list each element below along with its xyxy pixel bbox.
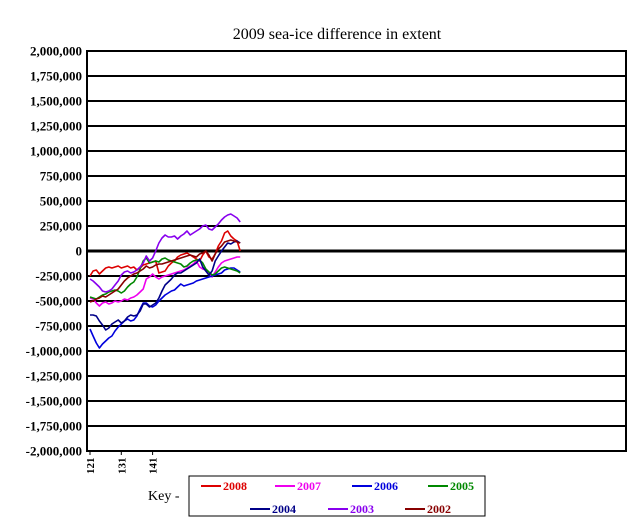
legend-label-2008: 2008 — [223, 479, 247, 493]
y-tick-label: 2,000,000 — [30, 44, 82, 59]
x-tick-label: 131 — [116, 458, 128, 475]
legend-key-label: Key - — [148, 489, 180, 504]
series-line-2005 — [89, 257, 241, 300]
y-tick-label: 1,000,000 — [30, 144, 82, 159]
legend-box — [188, 475, 486, 517]
x-tick-label: 141 — [148, 458, 160, 475]
y-tick-label: 1,250,000 — [30, 119, 82, 134]
y-tick-label: 750,000 — [40, 169, 82, 184]
x-tick-label: 121 — [85, 458, 97, 475]
y-tick-label: -1,000,000 — [26, 344, 82, 359]
y-tick-label: 250,000 — [40, 219, 82, 234]
series-line-2004 — [90, 240, 241, 331]
y-tick-label: -500,000 — [35, 294, 82, 309]
series-line-2002 — [89, 239, 241, 303]
plot-area-border — [86, 50, 627, 452]
legend-label-2006: 2006 — [374, 479, 398, 493]
legend: 2008 2007 2006 2005 2004 2003 2002 — [201, 479, 474, 516]
series-line-2007 — [89, 256, 241, 307]
y-tick-label: -1,750,000 — [26, 419, 82, 434]
series-line-2003 — [89, 213, 241, 293]
y-tick-label: -1,500,000 — [26, 394, 82, 409]
y-tick-label: -750,000 — [35, 319, 82, 334]
y-axis-tick-labels: 2,000,000 1,750,000 1,500,000 1,250,000 1,00… — [26, 44, 82, 459]
y-tick-label: 500,000 — [40, 194, 82, 209]
legend-label-2004: 2004 — [272, 502, 296, 516]
y-tick-label: -2,000,000 — [26, 444, 82, 459]
y-tick-label: 1,500,000 — [30, 94, 82, 109]
y-tick-label: -1,250,000 — [26, 369, 82, 384]
y-tick-label: -250,000 — [35, 269, 82, 284]
chart-title: 2009 sea-ice difference in extent — [233, 26, 442, 43]
series-line-2006 — [89, 267, 241, 349]
y-tick-label: 1,750,000 — [30, 69, 82, 84]
legend-label-2003: 2003 — [350, 502, 374, 516]
series-layer — [89, 213, 241, 349]
y-tick-label: 0 — [76, 244, 83, 259]
legend-label-2005: 2005 — [450, 479, 474, 493]
legend-label-2002: 2002 — [427, 502, 451, 516]
legend-label-2007: 2007 — [297, 479, 321, 493]
